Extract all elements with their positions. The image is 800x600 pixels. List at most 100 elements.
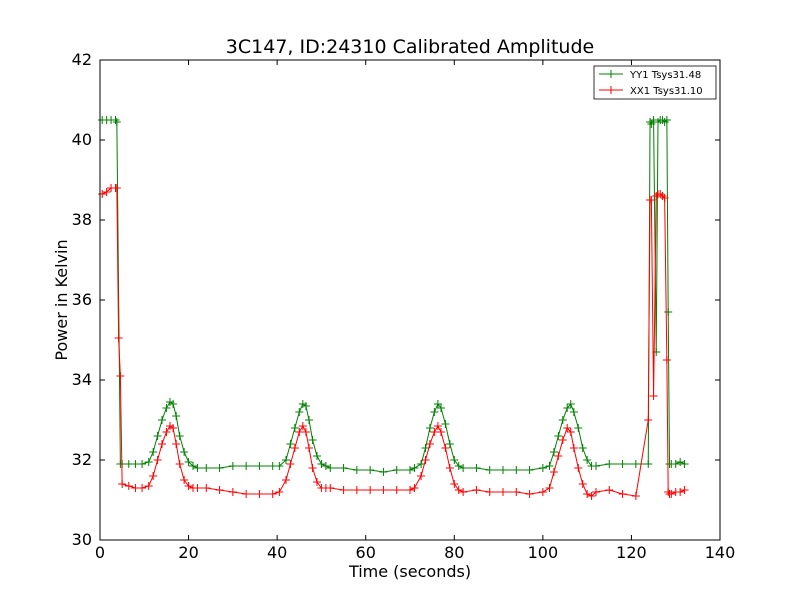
data-point (313, 478, 321, 486)
series-1 (98, 184, 689, 500)
data-point (172, 412, 181, 420)
data-point (445, 464, 454, 472)
data-point (102, 188, 111, 196)
data-point (172, 440, 181, 448)
data-point (352, 466, 361, 474)
data-point (437, 404, 445, 412)
data-point (578, 480, 587, 488)
data-point (180, 476, 189, 484)
x-tick-label: 0 (95, 543, 105, 562)
data-point (286, 440, 295, 448)
data-point (644, 460, 653, 468)
data-point (255, 462, 264, 470)
data-point (667, 490, 676, 498)
data-point (569, 444, 578, 452)
data-point (545, 484, 554, 492)
data-point (499, 466, 507, 474)
legend-marker (607, 86, 615, 94)
legend-entries: YY1 Tsys31.48 XX1 Tsys31.10 (599, 70, 703, 97)
x-tick-label: 60 (356, 543, 376, 562)
data-point (664, 308, 673, 316)
data-point (662, 116, 671, 124)
data-point (454, 462, 463, 470)
x-tick-label: 140 (705, 543, 736, 562)
x-tick-label: 20 (178, 543, 198, 562)
data-point (158, 440, 166, 448)
data-point (162, 404, 171, 412)
data-point (275, 462, 284, 470)
data-point (406, 466, 414, 474)
data-point (554, 432, 563, 440)
data-point (112, 184, 121, 192)
y-tick-label: 32 (72, 450, 92, 469)
data-point (295, 408, 304, 416)
data-point (228, 488, 237, 496)
data-point (339, 464, 348, 472)
data-point (189, 462, 197, 470)
data-point (144, 458, 153, 466)
data-point (301, 402, 310, 410)
data-point (275, 488, 284, 496)
data-point (162, 428, 171, 436)
plot-background (100, 60, 720, 540)
data-point (111, 116, 120, 124)
data-point (441, 444, 450, 452)
legend-box (593, 65, 717, 100)
data-point (317, 460, 326, 468)
data-point (538, 488, 547, 496)
data-point (124, 482, 133, 490)
data-point (472, 464, 481, 472)
data-point (184, 482, 193, 490)
data-point (631, 460, 640, 468)
data-point (242, 490, 251, 498)
data-point (538, 464, 547, 472)
data-point (144, 482, 153, 490)
y-tick-label: 40 (72, 130, 92, 149)
data-point (326, 464, 335, 472)
data-point (421, 444, 430, 452)
data-point (153, 432, 162, 440)
data-point (228, 462, 237, 470)
data-point (118, 480, 127, 488)
data-point (421, 456, 430, 464)
x-tick-label: 100 (528, 543, 559, 562)
data-point (138, 484, 147, 492)
y-tick-label: 38 (72, 210, 92, 229)
data-point (169, 400, 178, 408)
data-point (646, 118, 655, 126)
data-point (605, 460, 614, 468)
x-axis-label: Time (seconds) (348, 562, 471, 581)
data-point (175, 432, 184, 440)
data-point (558, 436, 567, 444)
data-point (417, 472, 426, 480)
ticks-layer: 0 20 40 60 80 100 120 140 30 32 34 36 38 40 42 (72, 50, 736, 562)
data-point (680, 460, 689, 468)
data-point (445, 440, 454, 448)
data-point (631, 492, 640, 500)
data-point (433, 422, 442, 430)
data-point (410, 464, 419, 472)
data-point (512, 488, 521, 496)
data-point (459, 488, 468, 496)
series-layer (98, 116, 689, 500)
data-point (578, 444, 587, 452)
data-point (425, 440, 434, 448)
data-point (592, 488, 600, 496)
data-point (450, 456, 459, 464)
data-point (326, 484, 335, 492)
y-axis-label: Power in Kelvin (52, 239, 71, 360)
data-point (116, 372, 125, 380)
data-point (255, 490, 264, 498)
data-point (459, 464, 468, 472)
data-point (569, 408, 578, 416)
data-point (472, 486, 481, 494)
chart-title: 3C147, ID:24310 Calibrated Amplitude (226, 36, 594, 58)
data-point (379, 486, 388, 494)
y-tick-label: 30 (72, 530, 92, 549)
data-point (587, 492, 596, 500)
data-point (441, 420, 450, 428)
data-point (339, 486, 348, 494)
data-point (193, 484, 202, 492)
data-point (366, 486, 375, 494)
